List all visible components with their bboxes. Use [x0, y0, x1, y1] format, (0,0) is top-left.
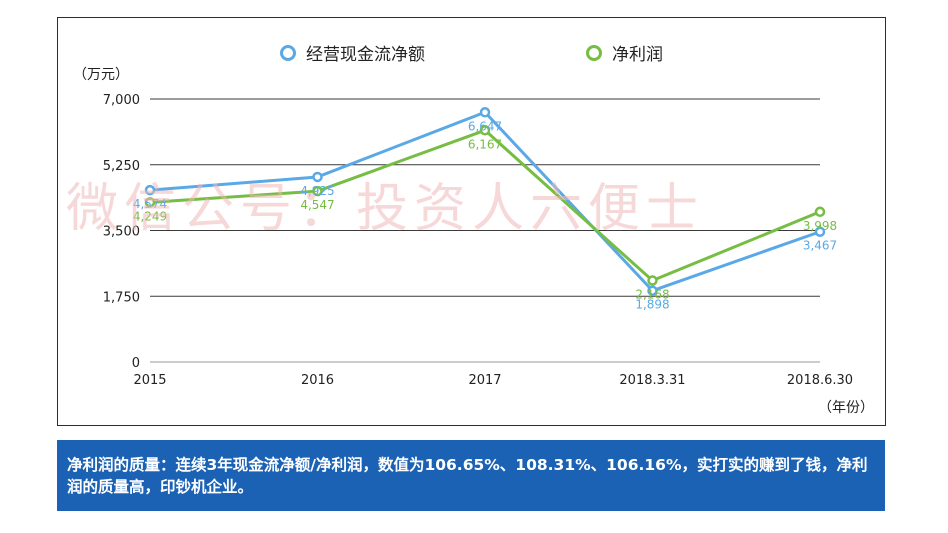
- legend-item-net-profit: 净利润: [586, 40, 663, 65]
- x-tick-label: 2016: [301, 373, 334, 388]
- data-label: 2,168: [635, 288, 669, 302]
- y-tick-label: 1,750: [103, 290, 140, 305]
- y-tick-label: 5,250: [103, 159, 140, 174]
- data-label: 4,574: [133, 197, 167, 211]
- series-line: [149, 128, 821, 283]
- data-point: [814, 226, 826, 237]
- data-point: [144, 197, 156, 208]
- y-tick-label: 7,000: [103, 93, 140, 108]
- data-label: 4,249: [133, 209, 167, 223]
- y-tick-label: 0: [132, 356, 140, 371]
- legend-marker-icon: [280, 44, 296, 61]
- x-tick-label: 2018.3.31: [619, 373, 685, 388]
- legend-marker-icon: [586, 44, 602, 61]
- data-point: [144, 184, 156, 196]
- x-axis-unit-label: （年份）: [818, 400, 874, 416]
- data-label: 3,467: [803, 239, 837, 253]
- data-label: 3,998: [803, 219, 837, 233]
- data-label: 6,647: [468, 119, 502, 133]
- x-tick-label: 2017: [468, 373, 501, 388]
- data-point: [647, 285, 658, 296]
- data-label: 4,547: [300, 198, 334, 212]
- data-point: [312, 171, 323, 183]
- conclusion-text: 净利润的质量：连续3年现金流净额/净利润，数值为106.65%、108.31%、…: [67, 456, 868, 496]
- data-point: [312, 185, 323, 197]
- data-point: [479, 107, 491, 118]
- data-point: [814, 206, 826, 218]
- conclusion-note: 净利润的质量：连续3年现金流净额/净利润，数值为106.65%、108.31%、…: [57, 440, 885, 511]
- x-tick-label: 2018.6.30: [787, 373, 853, 388]
- y-tick-label: 3,500: [103, 225, 140, 240]
- chart-frame: [57, 17, 886, 426]
- data-point: [479, 125, 491, 136]
- data-label: 6,167: [468, 137, 502, 151]
- x-tick-label: 2015: [133, 373, 166, 388]
- data-label: 4,925: [300, 184, 334, 198]
- y-axis-unit-label: （万元）: [73, 67, 129, 83]
- legend-label-cashflow: 经营现金流净额: [306, 45, 425, 65]
- data-label: 1,898: [635, 298, 669, 312]
- data-point: [647, 275, 658, 286]
- legend-label-net-profit: 净利润: [612, 45, 663, 65]
- legend-item-cashflow: 经营现金流净额: [280, 40, 425, 65]
